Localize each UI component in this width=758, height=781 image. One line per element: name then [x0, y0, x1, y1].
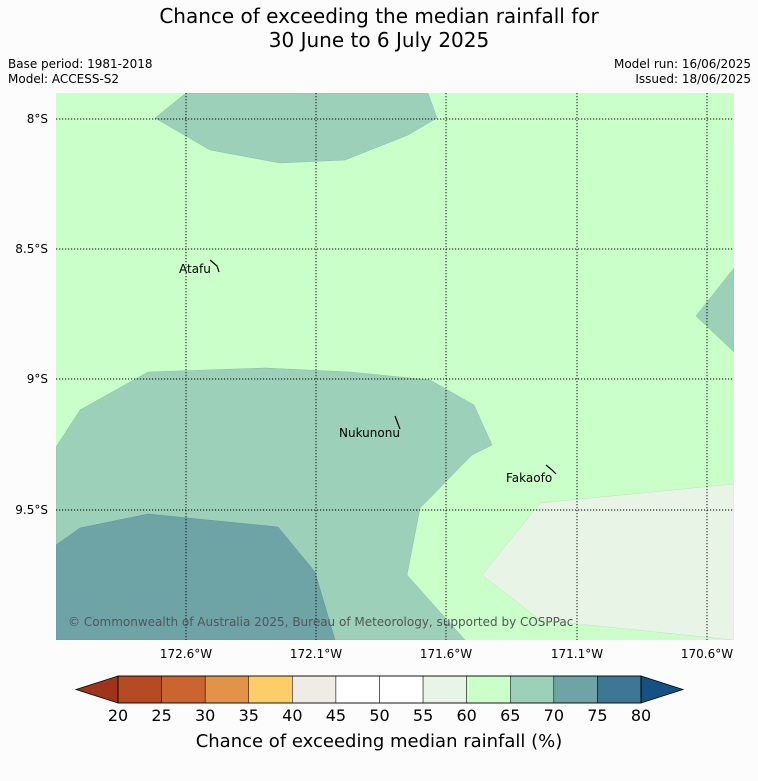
map-title-line2: 30 June to 6 July 2025: [268, 28, 490, 52]
colorbar-tick-label: 80: [630, 706, 652, 725]
lat-label-9-5: 9.5°S: [15, 503, 48, 517]
atafu-outline: [209, 259, 220, 273]
map-area: [56, 93, 734, 640]
colorbar-segment: [510, 675, 555, 704]
copyright-notice: © Commonwealth of Australia 2025, Bureau…: [68, 615, 573, 629]
region-east-65-70: [695, 267, 734, 353]
colorbar-segment: [597, 675, 642, 704]
colorbar-tick-label: 25: [151, 706, 172, 725]
lat-label-8: 8°S: [26, 112, 48, 126]
colorbar-tick-label: 20: [107, 706, 129, 725]
colorbar-extend-high: [640, 675, 685, 704]
town-fakaofo: Fakaofo: [506, 471, 552, 485]
meta-left: Base period: 1981-2018 Model: ACCESS-S2: [8, 57, 153, 87]
island-outlines: [209, 259, 557, 475]
region-top-65-70: [154, 93, 438, 164]
colorbar-segment: [117, 675, 162, 704]
colorbar: [74, 675, 685, 704]
lon-label-170-6: 170.6°W: [680, 647, 734, 661]
model-name: Model: ACCESS-S2: [8, 72, 120, 86]
region-70-75: [56, 513, 336, 640]
fakaofo-outline: [545, 464, 557, 475]
lon-label-171-1: 171.1°W: [550, 647, 604, 661]
colorbar-segment: [422, 675, 467, 704]
colorbar-segment: [292, 675, 337, 704]
colorbar-tick-label: 65: [500, 706, 521, 725]
colorbar-tick-label: 45: [325, 706, 347, 725]
base-period: Base period: 1981-2018: [8, 57, 153, 71]
colorbar-segment: [379, 675, 424, 704]
lon-label-172-6: 172.6°W: [159, 647, 213, 661]
map-title: Chance of exceeding the median rainfall …: [0, 4, 758, 52]
issued-date: Issued: 18/06/2025: [635, 72, 751, 86]
colorbar-segment: [204, 675, 250, 704]
lat-label-8-5: 8.5°S: [15, 242, 48, 256]
colorbar-label: Chance of exceeding median rainfall (%): [195, 731, 563, 752]
lon-label-171-6: 171.6°W: [419, 647, 473, 661]
colorbar-segment: [335, 675, 380, 704]
nukunonu-outline: [394, 415, 401, 430]
lon-label-172-1: 172.1°W: [289, 647, 343, 661]
colorbar-extend-low: [74, 675, 119, 704]
gridlines: [56, 93, 734, 640]
colorbar-segment: [161, 675, 206, 704]
town-atafu: Atafu: [179, 262, 211, 276]
meta-right: Model run: 16/06/2025 Issued: 18/06/2025: [614, 57, 751, 87]
colorbar-tick-label: 70: [543, 706, 565, 725]
colorbar-tick-label: 40: [282, 706, 303, 725]
colorbar-tick-label: 50: [369, 706, 390, 725]
colorbar-segment: [553, 675, 598, 704]
colorbar-segment: [248, 675, 293, 704]
model-run: Model run: 16/06/2025: [613, 57, 751, 71]
colorbar-tick-label: 60: [456, 706, 477, 725]
colorbar-frame: [117, 675, 642, 704]
colorbar-tick-label: 75: [587, 706, 608, 725]
region-55-60: [481, 483, 734, 640]
colorbar-tick-label: 55: [412, 706, 434, 725]
lat-label-9: 9°S: [26, 372, 48, 386]
colorbar-tick-label: 30: [194, 706, 216, 725]
colorbar-segment: [466, 675, 511, 704]
map-title-line1: Chance of exceeding the median rainfall …: [159, 4, 599, 28]
colorbar-tick-label: 35: [238, 706, 259, 725]
town-nukunonu: Nukunonu: [339, 426, 400, 440]
